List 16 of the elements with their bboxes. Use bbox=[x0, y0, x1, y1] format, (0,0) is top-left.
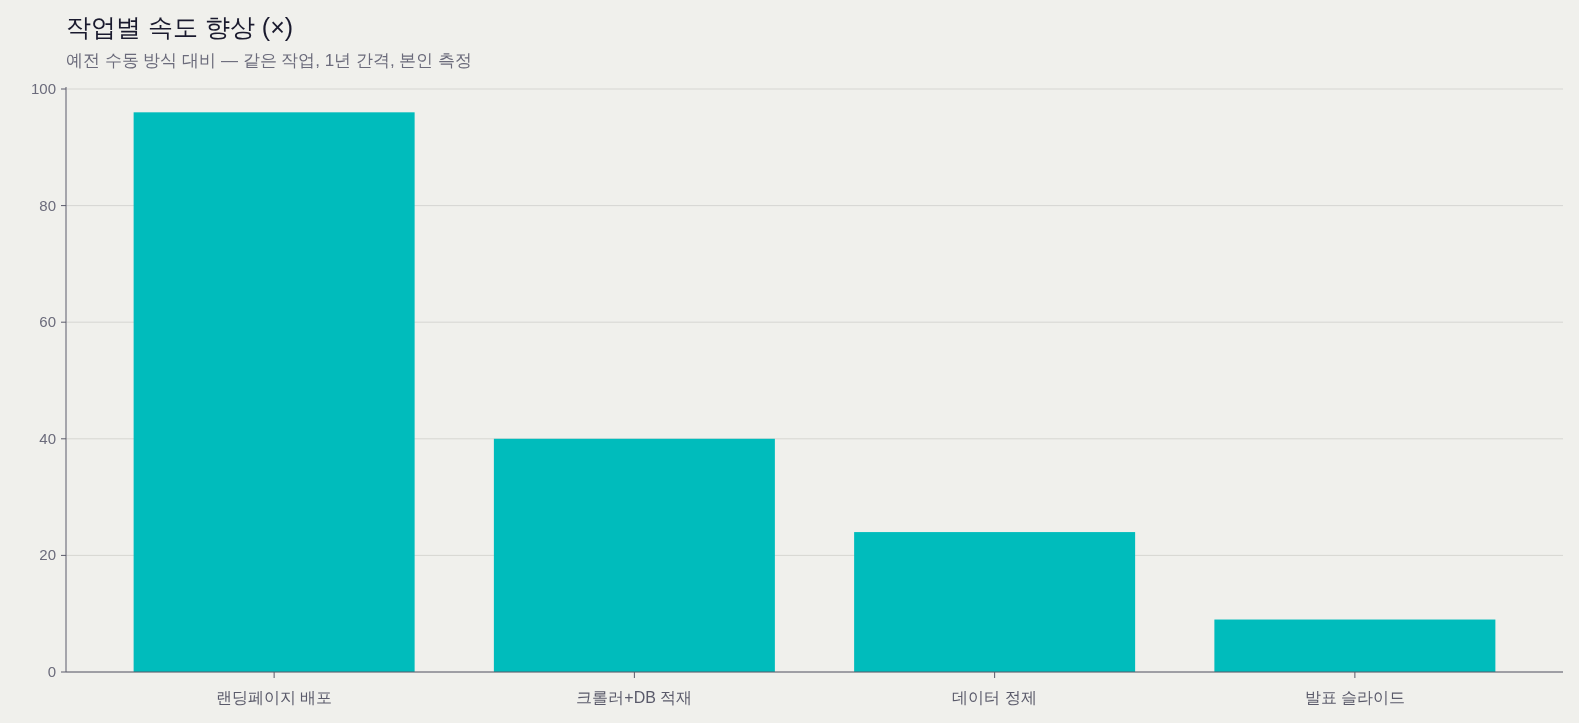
x-tick-label: 크롤러+DB 적재 bbox=[576, 689, 693, 706]
bar bbox=[493, 438, 775, 672]
bar bbox=[133, 112, 415, 672]
chart-title: 작업별 속도 향상 (×) bbox=[66, 13, 294, 41]
y-tick-label: 100 bbox=[30, 80, 56, 97]
y-tick-label: 60 bbox=[39, 313, 56, 331]
y-tick-label: 80 bbox=[39, 196, 56, 214]
y-tick-label: 40 bbox=[39, 429, 56, 447]
x-tick-label: 발표 슬라이드 bbox=[1304, 689, 1406, 706]
bar bbox=[1214, 619, 1496, 672]
x-tick-label: 데이터 정제 bbox=[952, 689, 1037, 706]
chart-subtitle: 예전 수동 방식 대비 — 같은 작업, 1년 간격, 본인 측정 bbox=[66, 51, 473, 70]
x-tick-label: 랜딩페이지 배포 bbox=[215, 689, 333, 706]
y-tick-label: 20 bbox=[39, 546, 56, 564]
bar bbox=[854, 532, 1136, 672]
y-tick-label: 0 bbox=[47, 663, 56, 680]
